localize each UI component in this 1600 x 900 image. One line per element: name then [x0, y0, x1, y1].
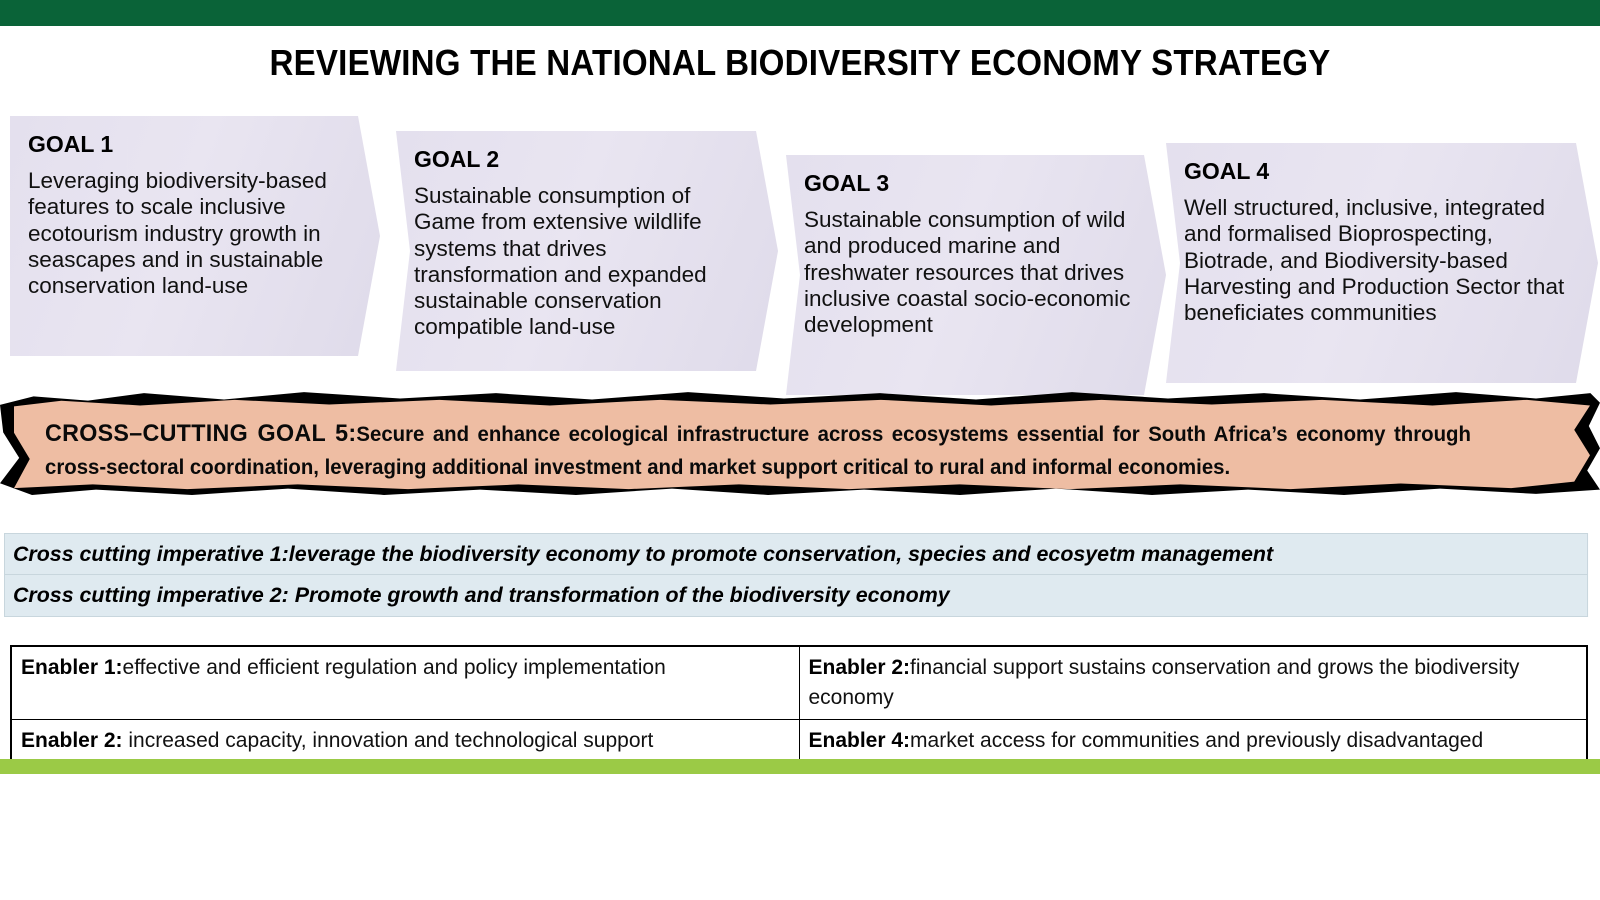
banner-lead-label: CROSS–CUTTING GOAL 5:	[45, 420, 357, 447]
imperative-row-1[interactable]: Cross cutting imperative 1:leverage the …	[4, 533, 1589, 575]
cross-cutting-imperatives: Cross cutting imperative 1:leverage the …	[4, 533, 1596, 617]
imperative-row-2[interactable]: Cross cutting imperative 2: Promote grow…	[4, 575, 1589, 617]
banner-body-text: Secure and enhance ecological infrastruc…	[45, 423, 1471, 480]
banner-fill	[14, 399, 1590, 490]
goal-2-label: GOAL 2	[414, 146, 500, 172]
goal-3-text: Sustainable consumption of wild and prod…	[804, 207, 1131, 337]
goal-4-label: GOAL 4	[1184, 158, 1270, 184]
goal-2-text: Sustainable consumption of Game from ext…	[414, 183, 707, 340]
enabler-cell-2[interactable]: Enabler 2:financial support sustains con…	[798, 645, 1588, 721]
goal-box-3[interactable]: GOAL 3 Sustainable consumption of wild a…	[786, 155, 1166, 395]
enabler-3-label: Enabler 2:	[21, 729, 123, 753]
enabler-4-label: Enabler 4:	[808, 729, 911, 753]
enabler-cell-1[interactable]: Enabler 1:effective and efficient regula…	[10, 645, 800, 721]
goal-box-1[interactable]: GOAL 1 Leveraging biodiversity-based fea…	[10, 116, 380, 356]
enabler-1-text: effective and efficient regulation and p…	[122, 656, 666, 679]
goal-4-text: Well structured, inclusive, integrated a…	[1184, 195, 1565, 325]
goal-1-label: GOAL 1	[28, 131, 114, 157]
goals-row: GOAL 1 Leveraging biodiversity-based fea…	[0, 0, 1600, 380]
enabler-2-label: Enabler 2:	[808, 656, 911, 679]
banner-text: CROSS–CUTTING GOAL 5:Secure and enhance …	[45, 415, 1471, 485]
bottom-green-bar	[0, 759, 1600, 774]
top-green-bar	[0, 0, 1600, 26]
goal-box-4[interactable]: GOAL 4 Well structured, inclusive, integ…	[1166, 143, 1598, 383]
table-row: Enabler 1:effective and efficient regula…	[10, 645, 1588, 721]
cross-cutting-goal-banner: CROSS–CUTTING GOAL 5:Secure and enhance …	[0, 390, 1600, 496]
enabler-1-label: Enabler 1:	[21, 656, 123, 679]
goal-1-text: Leveraging biodiversity-based features t…	[28, 168, 327, 298]
goal-3-label: GOAL 3	[804, 170, 890, 196]
footer: forestry, fisheries & the environment De…	[0, 774, 1600, 900]
page-title: REVIEWING THE NATIONAL BIODIVERSITY ECON…	[269, 42, 1331, 83]
enabler-3-text: increased capacity, innovation and techn…	[122, 729, 654, 753]
goal-box-2[interactable]: GOAL 2 Sustainable consumption of Game f…	[396, 131, 778, 371]
enabler-2-text: financial support sustains conservation …	[808, 656, 1520, 710]
